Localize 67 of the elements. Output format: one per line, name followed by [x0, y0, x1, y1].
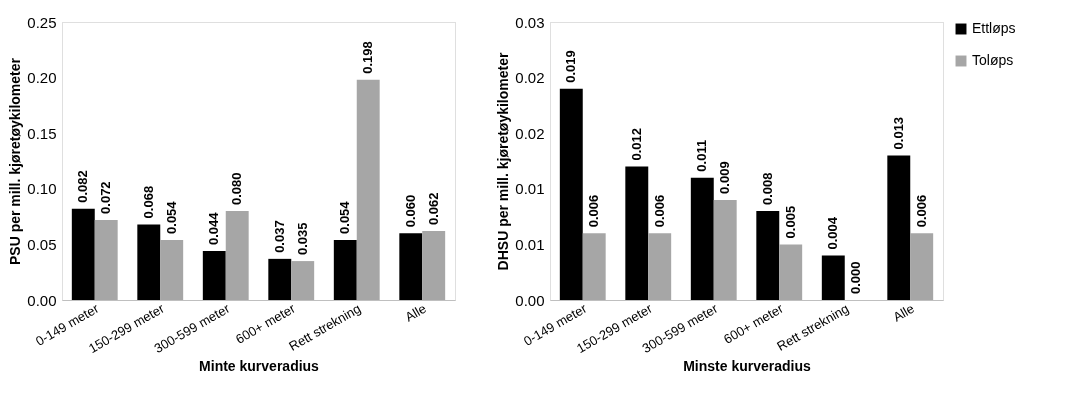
y-tick-label: 0.20 — [27, 69, 57, 87]
data-label: 0.011 — [694, 139, 710, 172]
bar — [559, 88, 583, 300]
data-label: 0.068 — [140, 185, 156, 219]
bar — [779, 244, 803, 300]
bar — [291, 261, 315, 300]
bar — [821, 255, 845, 300]
data-label: 0.013 — [890, 116, 906, 150]
data-label: 0.006 — [651, 194, 667, 228]
data-label: 0.008 — [759, 172, 775, 206]
y-axis-title: PSU per mill. kjøretøykilometer — [7, 57, 24, 265]
y-tick-label: 0.05 — [27, 235, 57, 253]
y-axis-title: DHSU per mill. kjøretøykilometer — [495, 52, 512, 271]
y-tick-label: 0.01 — [515, 180, 545, 198]
data-label: 0.009 — [717, 161, 733, 194]
data-label: 0.044 — [206, 211, 222, 246]
bar — [910, 233, 934, 300]
y-tick-label: 0.15 — [27, 124, 57, 142]
x-axis-title: Minte kurveradius — [199, 358, 320, 375]
data-label: 0.012 — [628, 128, 644, 161]
data-label: 0.035 — [294, 222, 310, 256]
data-label: 0.006 — [586, 194, 602, 228]
y-tick-label: 0.25 — [27, 13, 57, 31]
bar — [333, 239, 357, 300]
bar — [356, 79, 380, 300]
bar — [713, 199, 737, 300]
bar — [690, 177, 714, 300]
y-tick-label: 0.00 — [515, 291, 545, 309]
bar — [582, 233, 606, 300]
data-label: 0.004 — [825, 216, 841, 250]
y-tick-label: 0.01 — [515, 235, 545, 253]
legend-label: Toløps — [972, 52, 1014, 68]
bar — [756, 211, 780, 300]
data-label: 0.060 — [402, 194, 418, 228]
bar — [137, 224, 161, 300]
y-tick-label: 0.10 — [27, 180, 57, 198]
bar — [160, 239, 184, 300]
data-label: 0.037 — [271, 220, 287, 253]
data-label: 0.072 — [98, 181, 114, 214]
x-axis-title: Minste kurveradius — [683, 358, 812, 375]
y-tick-label: 0.02 — [515, 124, 545, 142]
x-tick-label: Alle — [890, 300, 917, 325]
y-tick-label: 0.00 — [27, 291, 57, 309]
y-tick-label: 0.03 — [515, 13, 545, 31]
bar — [399, 233, 423, 300]
legend-label: Ettløps — [972, 20, 1016, 36]
data-label: 0.054 — [337, 200, 353, 234]
bar — [202, 251, 226, 300]
data-label: 0.006 — [913, 194, 929, 228]
data-label: 0.054 — [163, 200, 179, 234]
bar — [225, 211, 249, 300]
data-label: 0.019 — [563, 50, 579, 83]
data-label: 0.062 — [425, 192, 441, 226]
y-tick-label: 0.02 — [515, 69, 545, 87]
data-label: 0.198 — [360, 41, 376, 74]
bar — [625, 166, 649, 300]
bar — [887, 155, 911, 300]
bar — [648, 233, 672, 300]
data-label: 0.005 — [782, 205, 798, 239]
bar — [71, 208, 95, 300]
data-label: 0.000 — [848, 261, 864, 294]
bar — [94, 219, 118, 300]
bar — [268, 258, 292, 300]
bar — [422, 231, 446, 300]
data-label: 0.080 — [229, 172, 245, 206]
data-label: 0.082 — [75, 170, 91, 203]
x-tick-label: Alle — [402, 300, 429, 325]
